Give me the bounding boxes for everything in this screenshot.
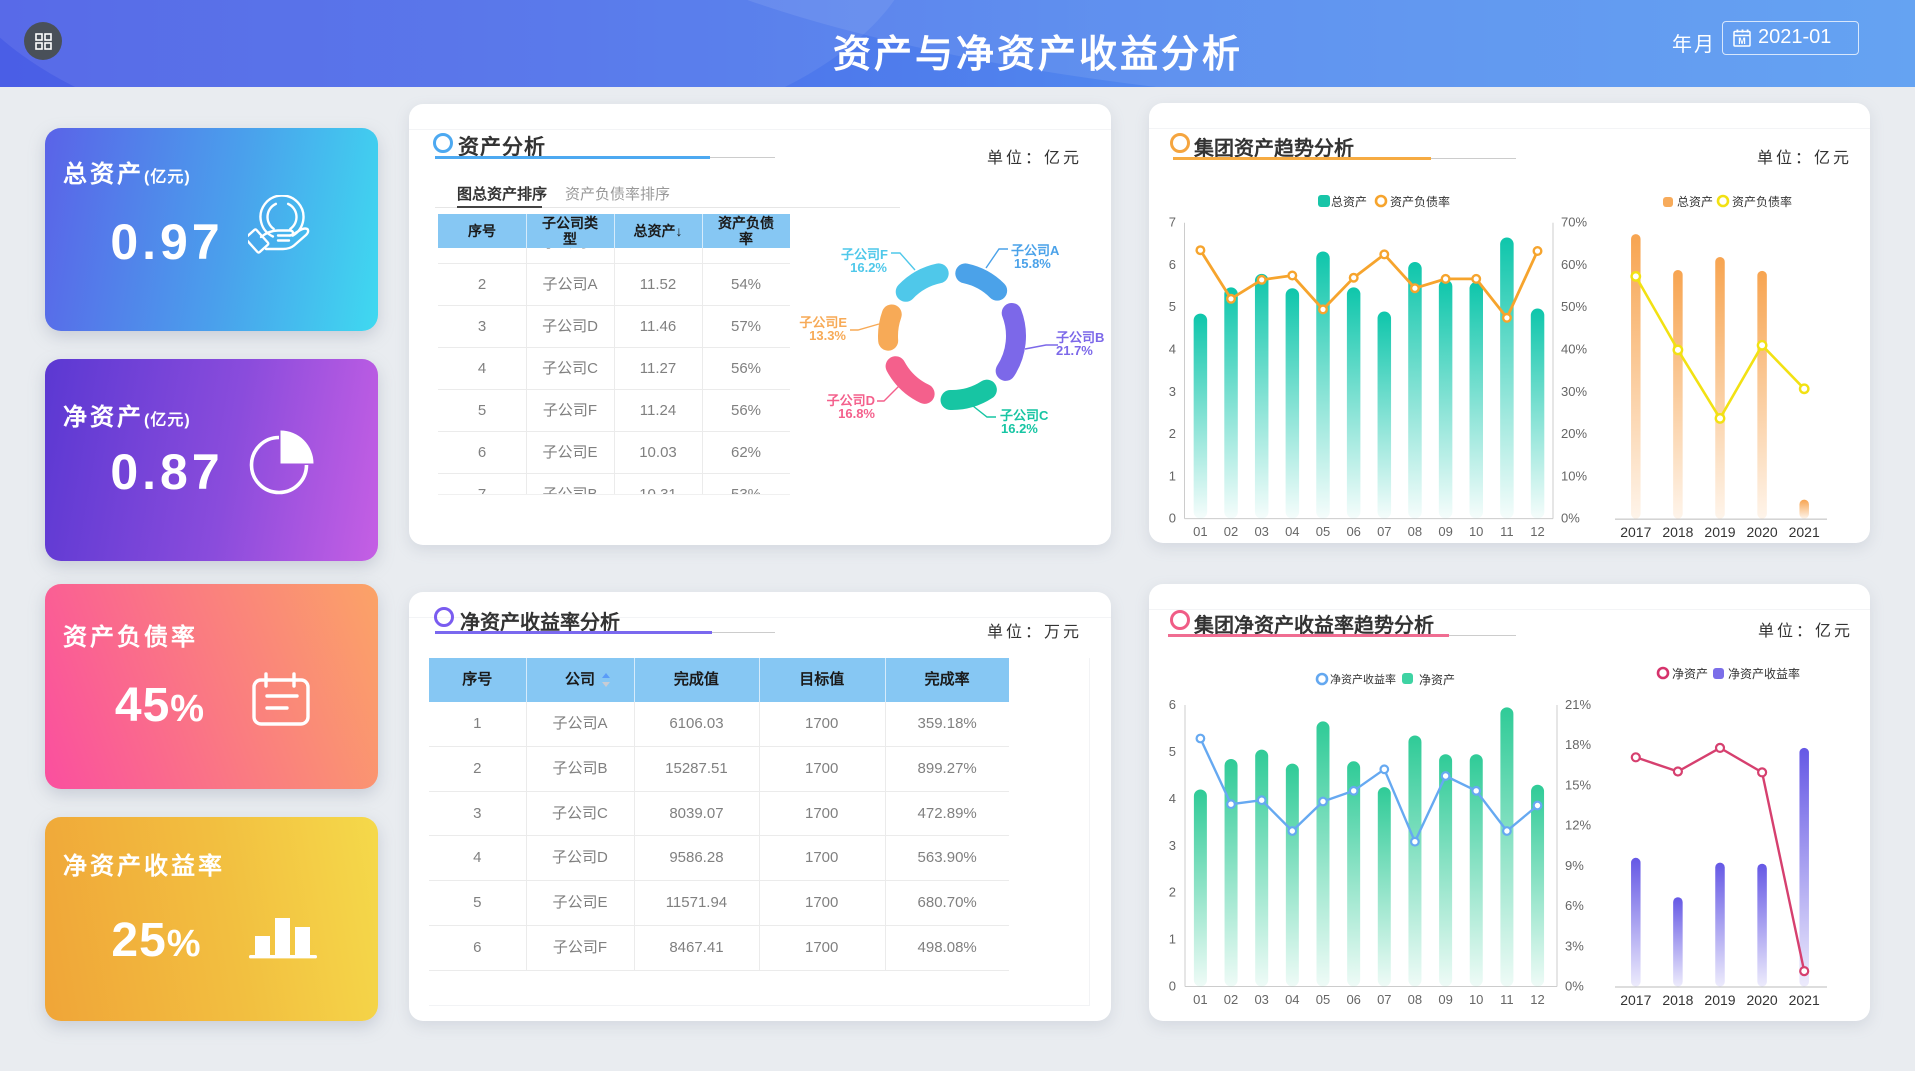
- svg-text:总资产: 总资产: [1331, 195, 1367, 209]
- svg-text:净资产收益率: 净资产收益率: [1728, 666, 1800, 681]
- svg-text:08: 08: [1408, 992, 1422, 1007]
- svg-text:16.2%: 16.2%: [850, 260, 887, 275]
- svg-text:03: 03: [1254, 524, 1268, 539]
- svg-text:06: 06: [1346, 524, 1360, 539]
- svg-text:0%: 0%: [1565, 979, 1584, 994]
- svg-text:21.7%: 21.7%: [1056, 343, 1093, 358]
- svg-text:6: 6: [1169, 257, 1176, 272]
- svg-text:07: 07: [1377, 524, 1391, 539]
- svg-text:03: 03: [1254, 992, 1268, 1007]
- svg-text:总资产: 总资产: [1677, 195, 1713, 209]
- svg-text:M: M: [1738, 36, 1746, 46]
- svg-text:70%: 70%: [1561, 215, 1587, 230]
- svg-text:50%: 50%: [1561, 299, 1587, 314]
- svg-text:09: 09: [1438, 992, 1452, 1007]
- svg-text:净资产: 净资产: [1419, 673, 1455, 687]
- svg-text:60%: 60%: [1561, 257, 1587, 272]
- svg-text:资产负债率: 资产负债率: [1390, 194, 1450, 209]
- svg-text:2021: 2021: [1789, 992, 1820, 1008]
- svg-text:3: 3: [1169, 384, 1176, 399]
- svg-text:7: 7: [1169, 215, 1176, 230]
- svg-text:30%: 30%: [1561, 384, 1587, 399]
- svg-text:净资产: 净资产: [1672, 667, 1708, 681]
- svg-text:2018: 2018: [1662, 992, 1693, 1008]
- svg-text:9%: 9%: [1565, 858, 1584, 873]
- svg-text:12: 12: [1530, 992, 1544, 1007]
- svg-text:0: 0: [1169, 979, 1176, 994]
- svg-text:18%: 18%: [1565, 737, 1591, 752]
- svg-text:04: 04: [1285, 992, 1299, 1007]
- svg-text:1: 1: [1169, 468, 1176, 483]
- svg-text:子公司E: 子公司E: [799, 315, 847, 330]
- svg-text:子公司F: 子公司F: [841, 247, 888, 262]
- svg-text:13.3%: 13.3%: [809, 328, 846, 343]
- svg-text:02: 02: [1224, 992, 1238, 1007]
- svg-text:子公司C: 子公司C: [1000, 408, 1049, 423]
- svg-text:40%: 40%: [1561, 342, 1587, 357]
- svg-text:15%: 15%: [1565, 777, 1591, 792]
- svg-text:2020: 2020: [1747, 992, 1778, 1008]
- svg-text:2018: 2018: [1662, 524, 1693, 540]
- svg-text:11: 11: [1500, 992, 1514, 1007]
- svg-text:5: 5: [1169, 744, 1176, 759]
- svg-text:20%: 20%: [1561, 426, 1587, 441]
- svg-text:09: 09: [1438, 524, 1452, 539]
- svg-text:0%: 0%: [1561, 511, 1580, 526]
- svg-text:16.8%: 16.8%: [838, 406, 875, 421]
- svg-text:子公司D: 子公司D: [827, 393, 875, 408]
- svg-text:16.2%: 16.2%: [1001, 421, 1038, 436]
- svg-text:05: 05: [1316, 524, 1330, 539]
- svg-text:2017: 2017: [1620, 992, 1651, 1008]
- svg-text:04: 04: [1285, 524, 1299, 539]
- svg-text:2017: 2017: [1620, 524, 1651, 540]
- svg-text:01: 01: [1193, 992, 1207, 1007]
- svg-text:10: 10: [1469, 992, 1483, 1007]
- svg-text:2: 2: [1169, 426, 1176, 441]
- svg-text:6%: 6%: [1565, 898, 1584, 913]
- svg-text:子公司A: 子公司A: [1011, 243, 1060, 258]
- svg-text:10%: 10%: [1561, 468, 1587, 483]
- svg-text:0: 0: [1169, 511, 1176, 526]
- svg-text:01: 01: [1193, 524, 1207, 539]
- svg-text:21%: 21%: [1565, 697, 1591, 712]
- svg-text:2020: 2020: [1747, 524, 1778, 540]
- svg-text:15.8%: 15.8%: [1014, 256, 1051, 271]
- svg-text:资产负债率: 资产负债率: [1732, 194, 1792, 209]
- svg-text:3%: 3%: [1565, 938, 1584, 953]
- svg-text:5: 5: [1169, 299, 1176, 314]
- svg-text:净资产收益率: 净资产收益率: [1330, 672, 1396, 686]
- svg-text:10: 10: [1469, 524, 1483, 539]
- svg-text:05: 05: [1316, 992, 1330, 1007]
- svg-text:3: 3: [1169, 838, 1176, 853]
- svg-text:1: 1: [1169, 932, 1176, 947]
- svg-text:子公司B: 子公司B: [1056, 330, 1104, 345]
- svg-text:11: 11: [1500, 524, 1514, 539]
- svg-text:4: 4: [1169, 791, 1176, 806]
- svg-text:12: 12: [1530, 524, 1544, 539]
- svg-text:2: 2: [1169, 885, 1176, 900]
- svg-text:2019: 2019: [1704, 992, 1735, 1008]
- svg-text:2021: 2021: [1789, 524, 1820, 540]
- svg-text:07: 07: [1377, 992, 1391, 1007]
- svg-text:6: 6: [1169, 697, 1176, 712]
- svg-text:08: 08: [1408, 524, 1422, 539]
- svg-text:02: 02: [1224, 524, 1238, 539]
- svg-text:2019: 2019: [1704, 524, 1735, 540]
- svg-text:12%: 12%: [1565, 818, 1591, 833]
- svg-text:4: 4: [1169, 342, 1176, 357]
- svg-text:06: 06: [1346, 992, 1360, 1007]
